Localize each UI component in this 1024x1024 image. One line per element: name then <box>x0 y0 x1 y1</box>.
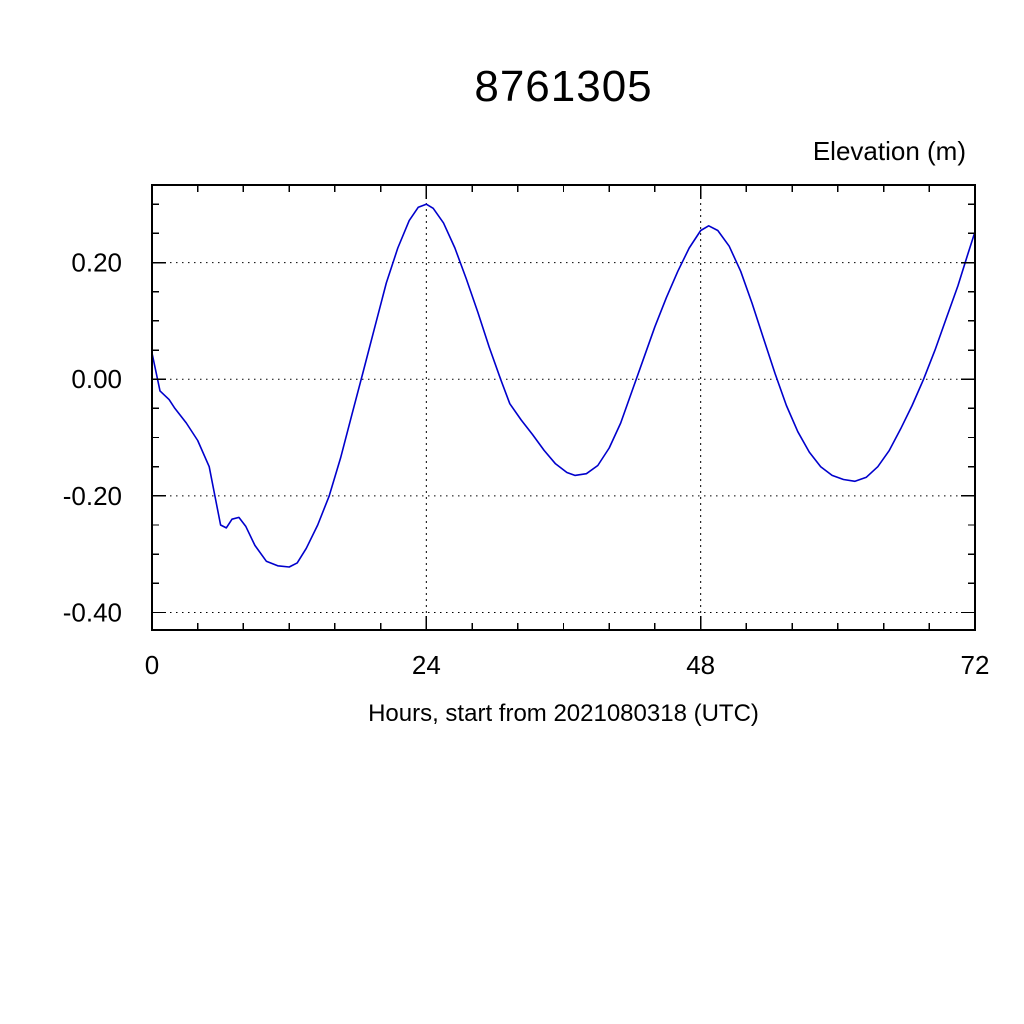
elevation-line <box>151 203 976 568</box>
y-tick-label-0.20: 0.20 <box>71 248 122 278</box>
y-tick-label-0.00: 0.00 <box>71 364 122 394</box>
y-axis-label: Elevation (m) <box>812 136 966 166</box>
y-tick-label--0.40: -0.40 <box>63 598 122 628</box>
x-axis-label: Hours, start from 2021080318 (UTC) <box>368 700 759 727</box>
x-tick-label-24: 24 <box>412 650 441 680</box>
y-tick-label--0.20: -0.20 <box>63 481 122 511</box>
plot-frame <box>151 184 976 631</box>
x-tick-label-0: 0 <box>145 650 159 680</box>
x-tick-label-72: 72 <box>961 650 990 680</box>
chart-title: 8761305 <box>474 62 653 111</box>
x-tick-label-48: 48 <box>686 650 715 680</box>
